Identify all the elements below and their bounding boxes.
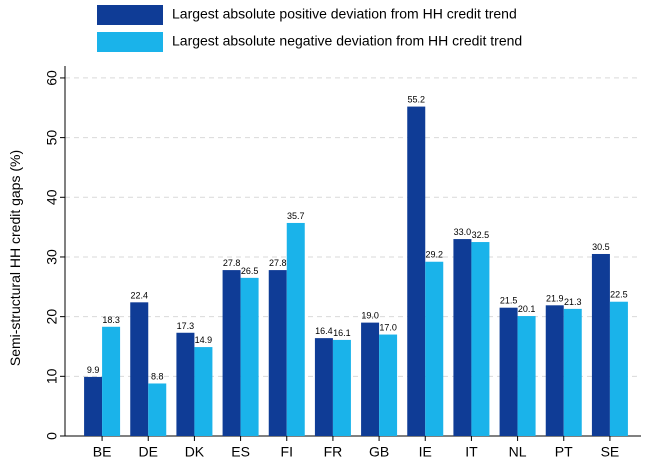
bar [609, 301, 628, 436]
bar [176, 332, 195, 436]
value-label: 19.0 [361, 311, 379, 321]
y-tick-label: 30 [44, 249, 60, 265]
bar [194, 347, 213, 436]
value-label: 22.4 [130, 290, 148, 300]
value-label: 33.0 [454, 227, 472, 237]
bar [130, 302, 149, 436]
x-tick-label: ES [231, 444, 250, 457]
value-label: 16.4 [315, 326, 333, 336]
x-tick-label: NL [509, 444, 527, 457]
bar [84, 376, 103, 436]
legend-swatch [97, 5, 163, 25]
value-label: 17.3 [177, 321, 195, 331]
bar [240, 277, 259, 436]
bar [425, 261, 444, 436]
x-tick-label: DE [139, 444, 158, 457]
y-tick-label: 10 [44, 368, 60, 384]
value-label: 18.3 [102, 315, 120, 325]
legend-swatch [97, 32, 163, 52]
y-axis-label: Semi-structural HH credit gaps (%) [7, 150, 23, 366]
y-tick-label: 50 [44, 130, 60, 146]
bar [361, 322, 380, 436]
value-label: 32.5 [472, 230, 490, 240]
value-label: 22.5 [610, 290, 628, 300]
x-tick-label: GB [369, 444, 389, 457]
bar [286, 222, 305, 436]
value-label: 55.2 [407, 95, 425, 105]
bar [545, 305, 564, 436]
bar [268, 270, 287, 436]
bar [332, 339, 351, 436]
bar [407, 106, 426, 437]
value-label: 21.3 [564, 297, 582, 307]
bar [591, 253, 610, 436]
legend-label: Largest absolute positive deviation from… [172, 6, 517, 22]
value-label: 27.8 [223, 258, 241, 268]
bar [314, 338, 333, 436]
x-tick-label: FR [324, 444, 343, 457]
bar [471, 242, 490, 436]
value-label: 16.1 [333, 328, 351, 338]
value-label: 14.9 [195, 335, 213, 345]
y-tick-label: 20 [44, 309, 60, 325]
value-label: 26.5 [241, 266, 259, 276]
x-tick-label: FI [281, 444, 293, 457]
value-label: 20.1 [518, 304, 536, 314]
x-tick-label: DK [185, 444, 205, 457]
x-tick-label: BE [93, 444, 112, 457]
bar [563, 308, 582, 436]
x-tick-label: SE [601, 444, 620, 457]
x-tick-label: IE [419, 444, 432, 457]
value-label: 29.2 [425, 250, 443, 260]
x-tick-label: IT [465, 444, 478, 457]
legend-label: Largest absolute negative deviation from… [172, 33, 522, 49]
value-label: 35.7 [287, 211, 305, 221]
value-label: 21.5 [500, 296, 518, 306]
y-tick-label: 60 [44, 70, 60, 86]
y-tick-label: 40 [44, 189, 60, 205]
bar [453, 239, 472, 436]
bar [379, 334, 398, 436]
bar [102, 326, 121, 436]
bar [222, 270, 241, 436]
x-tick-label: PT [555, 444, 573, 457]
value-label: 30.5 [592, 242, 610, 252]
bar [499, 307, 518, 436]
value-label: 8.8 [151, 371, 164, 381]
value-label: 27.8 [269, 258, 287, 268]
value-label: 17.0 [379, 323, 397, 333]
bar [517, 316, 536, 436]
bar [148, 383, 167, 436]
y-tick-label: 0 [44, 432, 60, 440]
value-label: 9.9 [87, 365, 100, 375]
value-label: 21.9 [546, 293, 564, 303]
